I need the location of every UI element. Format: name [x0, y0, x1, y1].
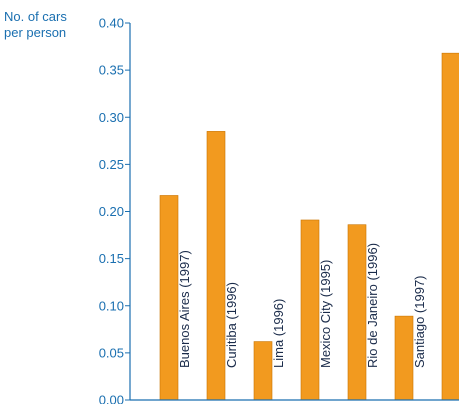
y-axis-ticks: 0.00 0.05 0.10 0.15 0.20 0.25 0.30 0.35 0.40 [99, 16, 130, 404]
bar [395, 316, 413, 400]
bar [348, 225, 366, 400]
bar [442, 53, 459, 400]
y-tick-label: 0.35 [99, 63, 124, 78]
y-axis-label-line-1: No. of cars [4, 9, 67, 24]
category-label: Buenos Aires (1997) [177, 250, 192, 368]
y-tick-label: 0.20 [99, 204, 124, 219]
y-tick-label: 0.25 [99, 157, 124, 172]
y-tick-label: 0.10 [99, 298, 124, 313]
y-tick-label: 0.30 [99, 110, 124, 125]
bar [301, 220, 319, 400]
y-axis-label-line-2: per person [4, 25, 66, 40]
y-tick-label: 0.00 [99, 393, 124, 404]
category-label: Mexico City (1995) [318, 260, 333, 368]
bar [207, 131, 225, 400]
category-label: Curitiba (1996) [224, 282, 239, 368]
y-tick-label: 0.15 [99, 251, 124, 266]
y-tick-label: 0.05 [99, 345, 124, 360]
y-tick-label: 0.40 [99, 16, 124, 31]
category-label: Lima (1996) [271, 299, 286, 368]
category-label: Santiago (1997) [412, 275, 427, 368]
bar [254, 342, 272, 400]
category-label: Rio de Janeiro (1996) [365, 243, 380, 368]
bar [160, 195, 178, 400]
